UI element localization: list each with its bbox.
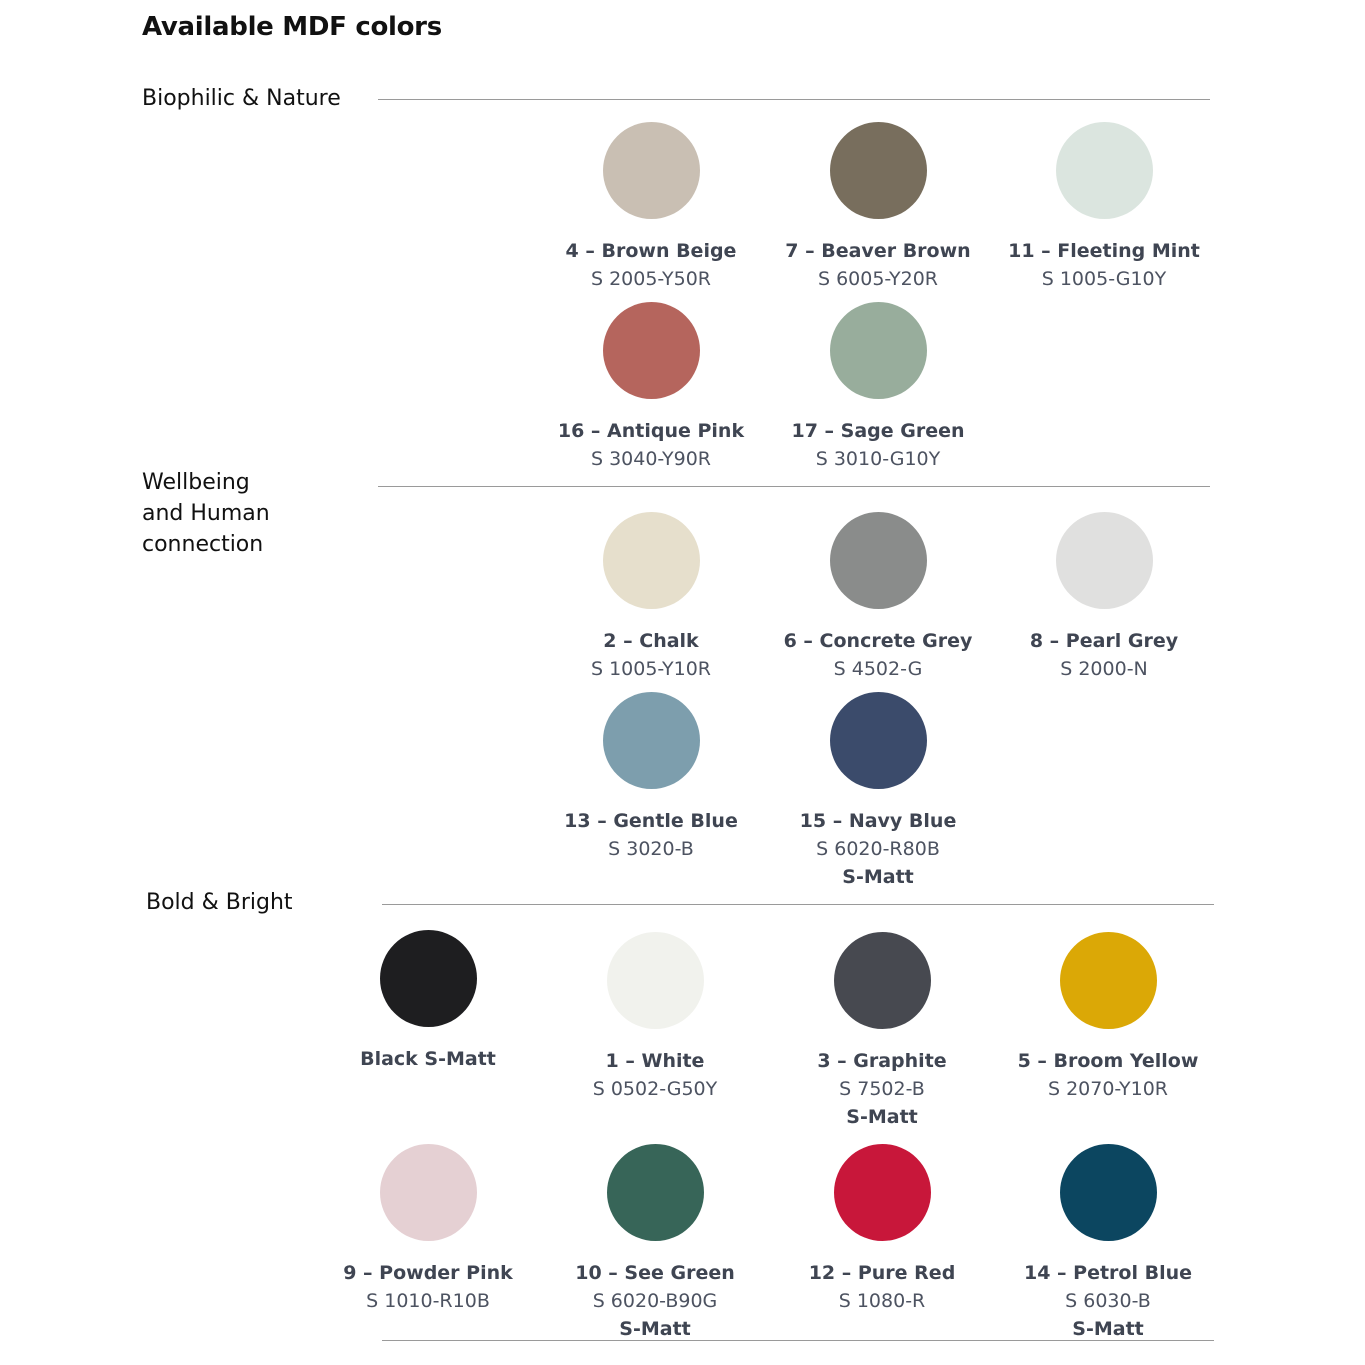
color-circle	[606, 1144, 704, 1241]
color-circle	[1055, 122, 1153, 219]
swatch-name: 4 – Brown Beige	[565, 240, 737, 262]
color-circle	[1059, 932, 1157, 1029]
color-circle	[1055, 512, 1153, 609]
color-swatch: 9 – Powder Pink S 1010-R10B	[308, 1144, 548, 1315]
color-circle	[829, 692, 927, 789]
color-circle	[829, 302, 927, 399]
color-swatch: 4 – Brown Beige S 2005-Y50R	[531, 122, 771, 293]
color-swatch: 15 – Navy Blue S 6020-R80B S-Matt	[758, 692, 998, 891]
color-swatch: 5 – Broom Yellow S 2070-Y10R	[988, 932, 1228, 1103]
swatch-name: 11 – Fleeting Mint	[1008, 240, 1200, 262]
swatch-code: S 2070-Y10R	[1047, 1078, 1169, 1100]
swatch-name: 13 – Gentle Blue	[564, 810, 738, 832]
swatch-name: 8 – Pearl Grey	[1029, 630, 1179, 652]
color-circle	[829, 512, 927, 609]
color-circle	[833, 932, 931, 1029]
swatch-code: S 1080-R	[838, 1290, 926, 1312]
divider	[378, 99, 1210, 100]
swatch-name: 2 – Chalk	[603, 630, 699, 652]
color-swatch: 8 – Pearl Grey S 2000-N	[984, 512, 1224, 683]
section-label-bold: Bold & Bright	[146, 890, 293, 915]
section-label-wellbeing: Wellbeing and Human connection	[142, 470, 270, 557]
swatch-code: S 1005-G10Y	[1041, 268, 1167, 290]
color-swatch: 12 – Pure Red S 1080-R	[762, 1144, 1002, 1315]
divider	[382, 904, 1214, 905]
color-circle	[602, 122, 700, 219]
swatch-code: S 2005-Y50R	[590, 268, 712, 290]
swatch-code: S 6030-B	[1065, 1290, 1151, 1312]
swatch-name: 16 – Antique Pink	[557, 420, 745, 442]
color-swatch: Black S-Matt	[308, 930, 548, 1073]
swatch-name: 10 – See Green	[575, 1262, 735, 1284]
color-circle	[1059, 1144, 1157, 1241]
swatch-name: 15 – Navy Blue	[799, 810, 957, 832]
color-circle	[602, 692, 700, 789]
swatch-code: S 6020-R80B	[816, 838, 940, 860]
color-circle	[379, 930, 477, 1027]
color-swatch: 1 – White S 0502-G50Y	[535, 932, 775, 1103]
color-swatch: 10 – See Green S 6020-B90G S-Matt	[535, 1144, 775, 1343]
color-swatch: 6 – Concrete Grey S 4502-G	[758, 512, 998, 683]
swatch-name: 7 – Beaver Brown	[785, 240, 971, 262]
color-swatch: 3 – Graphite S 7502-B S-Matt	[762, 932, 1002, 1131]
swatch-name: 1 – White	[605, 1050, 705, 1072]
color-circle	[833, 1144, 931, 1241]
color-circle	[606, 932, 704, 1029]
divider	[378, 486, 1210, 487]
color-swatch: 7 – Beaver Brown S 6005-Y20R	[758, 122, 998, 293]
color-circle	[829, 122, 927, 219]
swatch-code: S 7502-B	[839, 1078, 925, 1100]
color-circle	[379, 1144, 477, 1241]
swatch-name: Black S-Matt	[360, 1048, 496, 1070]
swatch-name: 3 – Graphite	[817, 1050, 947, 1072]
swatch-name: 17 – Sage Green	[791, 420, 965, 442]
swatch-code: S 0502-G50Y	[592, 1078, 718, 1100]
swatch-code: S 4502-G	[833, 658, 923, 680]
color-swatch: 16 – Antique Pink S 3040-Y90R	[531, 302, 771, 473]
color-swatch: 13 – Gentle Blue S 3020-B	[531, 692, 771, 863]
swatch-finish: S-Matt	[1072, 1318, 1144, 1340]
color-swatch: 11 – Fleeting Mint S 1005-G10Y	[984, 122, 1224, 293]
section-label-biophilic: Biophilic & Nature	[142, 86, 341, 111]
swatch-code: S 3020-B	[608, 838, 694, 860]
swatch-finish: S-Matt	[619, 1318, 691, 1340]
swatch-name: 14 – Petrol Blue	[1023, 1262, 1193, 1284]
swatch-name: 6 – Concrete Grey	[783, 630, 973, 652]
swatch-code: S 1010-R10B	[366, 1290, 490, 1312]
swatch-finish: S-Matt	[842, 866, 914, 888]
swatch-name: 12 – Pure Red	[808, 1262, 956, 1284]
swatch-code: S 3010-G10Y	[815, 448, 941, 470]
color-swatch: 17 – Sage Green S 3010-G10Y	[758, 302, 998, 473]
color-circle	[602, 302, 700, 399]
swatch-name: 5 – Broom Yellow	[1017, 1050, 1199, 1072]
swatch-code: S 1005-Y10R	[590, 658, 712, 680]
swatch-code: S 2000-N	[1060, 658, 1148, 680]
swatch-code: S 3040-Y90R	[590, 448, 712, 470]
swatch-name: 9 – Powder Pink	[343, 1262, 513, 1284]
color-swatch: 14 – Petrol Blue S 6030-B S-Matt	[988, 1144, 1228, 1343]
color-circle	[602, 512, 700, 609]
color-swatch: 2 – Chalk S 1005-Y10R	[531, 512, 771, 683]
divider	[382, 1340, 1214, 1341]
swatch-finish: S-Matt	[846, 1106, 918, 1128]
page-title: Available MDF colors	[142, 12, 442, 42]
swatch-code: S 6020-B90G	[592, 1290, 718, 1312]
swatch-code: S 6005-Y20R	[817, 268, 939, 290]
